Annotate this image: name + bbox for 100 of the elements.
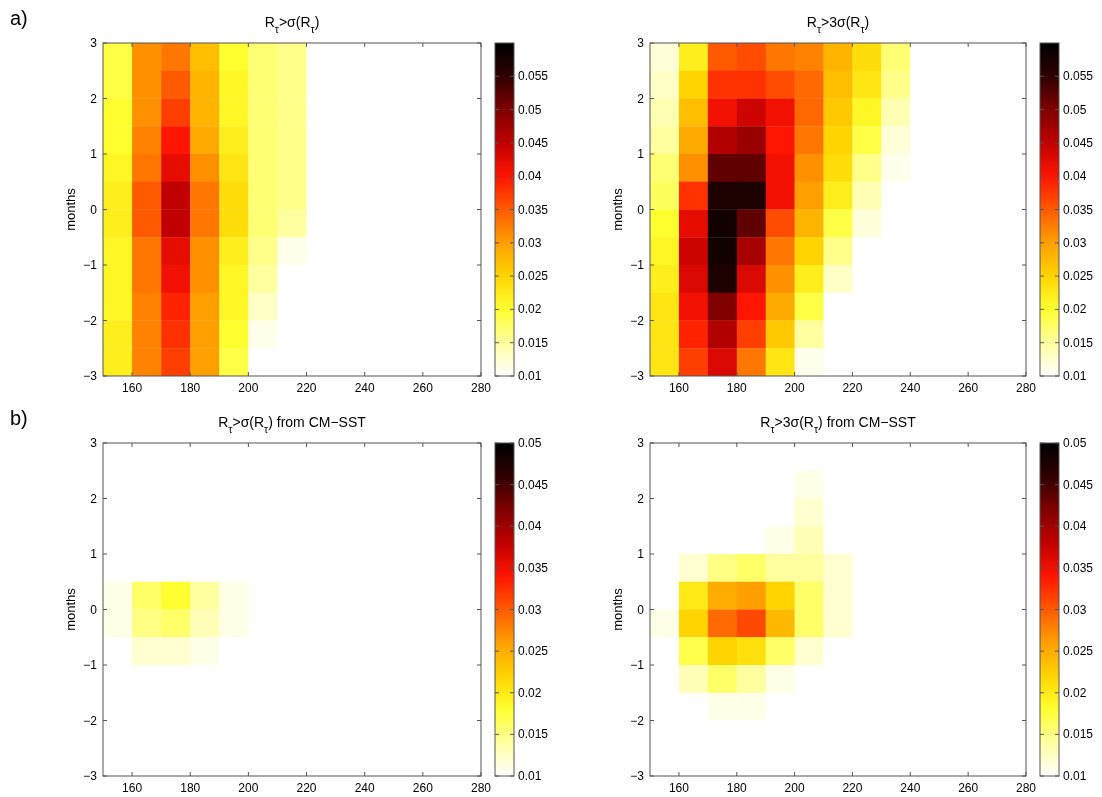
y-tick-label: −2	[630, 713, 645, 728]
y-tick-label: 3	[637, 436, 645, 450]
text: b)	[10, 407, 28, 429]
y-tick-label: −2	[83, 313, 98, 328]
x-tick-label: 200	[784, 781, 805, 795]
chart-title: R$_{τ}$>σ(R$_{τ}$)	[264, 14, 320, 35]
y-tick-label: −2	[630, 313, 645, 328]
x-tick-label: 160	[668, 381, 690, 395]
x-tick-label: 220	[296, 781, 317, 795]
x-tick-label: 180	[726, 381, 748, 395]
color-bar-label: 0.05	[518, 102, 542, 117]
x-tick-label: 280	[1015, 381, 1037, 395]
color-bar-label: 0.015	[1063, 727, 1094, 742]
color-bar-label: 0.01	[1063, 369, 1087, 383]
x-tick-label: 160	[668, 781, 690, 795]
color-bar-label: 0.03	[1063, 235, 1087, 250]
color-bar-label: 0.035	[518, 202, 549, 217]
x-tick-label: 160	[122, 381, 143, 395]
y-tick-label: −1	[630, 258, 645, 272]
x-tick-label: 260	[958, 381, 979, 395]
y-tick-label: −1	[83, 658, 98, 672]
color-bar-label: 0.045	[518, 135, 549, 150]
y-axis-title: months	[610, 587, 625, 631]
x-tick-label: 240	[354, 781, 376, 795]
color-bar-label: 0.025	[518, 644, 549, 659]
chart-title: R$_{τ}$>3σ(R$_{τ}$)	[806, 14, 870, 35]
color-bar-label: 0.055	[1063, 69, 1094, 84]
y-axis-title: months	[610, 187, 625, 231]
color-bar-label: 0.04	[518, 519, 542, 534]
y-tick-label: −2	[83, 713, 98, 728]
color-bar-label: 0.02	[1063, 302, 1087, 317]
x-tick-label: 180	[180, 781, 201, 795]
y-tick-label: 0	[637, 202, 645, 217]
x-tick-label: 200	[238, 381, 259, 395]
y-tick-label: 3	[637, 36, 645, 50]
y-tick-label: 3	[90, 436, 98, 450]
color-bar-label: 0.04	[1063, 169, 1087, 184]
x-tick-label: 260	[412, 781, 434, 795]
color-bar-label: 0.01	[518, 369, 542, 383]
color-bar-label: 0.01	[518, 769, 542, 783]
color-bar-label: 0.025	[1063, 644, 1094, 659]
y-tick-label: 0	[637, 602, 645, 617]
color-bar-label: 0.03	[1063, 602, 1087, 617]
x-tick-label: 240	[900, 381, 921, 395]
chart-title: R$_{τ}$>3σ(R$_{τ}$) from CM−SST	[760, 414, 917, 435]
color-bar-label: 0.04	[1063, 519, 1087, 534]
y-tick-label: 2	[90, 91, 98, 106]
text: a)	[10, 7, 28, 29]
color-bar-label: 0.045	[518, 477, 549, 492]
x-tick-label: 280	[1015, 781, 1037, 795]
x-tick-label: 220	[842, 381, 863, 395]
color-bar-label: 0.015	[1063, 335, 1094, 350]
color-bar-label: 0.035	[1063, 560, 1094, 575]
color-bar-label: 0.02	[518, 302, 542, 317]
y-tick-label: 1	[637, 547, 645, 561]
y-tick-label: 2	[637, 491, 645, 506]
y-tick-label: 2	[637, 91, 645, 106]
y-tick-label: −1	[83, 258, 98, 272]
y-tick-label: 1	[637, 147, 645, 161]
x-tick-label: 180	[726, 781, 748, 795]
y-tick-label: 1	[90, 147, 98, 161]
color-bar-label: 0.02	[518, 685, 542, 700]
y-tick-label: 1	[90, 547, 98, 561]
color-bar-label: 0.05	[1063, 436, 1087, 450]
color-bar-label: 0.035	[518, 560, 549, 575]
x-tick-label: 200	[238, 781, 259, 795]
x-tick-label: 260	[958, 781, 979, 795]
y-tick-label: 0	[90, 202, 98, 217]
y-tick-label: −1	[630, 658, 645, 672]
x-tick-label: 280	[470, 381, 492, 395]
color-bar-label: 0.04	[518, 169, 542, 184]
y-tick-label: −3	[83, 769, 98, 783]
x-tick-label: 280	[470, 781, 492, 795]
x-tick-label: 220	[296, 381, 317, 395]
x-tick-label: 260	[412, 381, 434, 395]
y-tick-label: 0	[90, 602, 98, 617]
y-tick-label: −3	[83, 369, 98, 383]
x-tick-label: 160	[122, 781, 143, 795]
color-bar-label: 0.01	[1063, 769, 1087, 783]
color-bar-label: 0.055	[518, 69, 549, 84]
y-tick-label: −3	[630, 769, 645, 783]
y-axis-title: months	[63, 587, 78, 631]
x-tick-label: 240	[354, 381, 376, 395]
y-tick-label: −3	[630, 369, 645, 383]
color-bar-label: 0.03	[518, 235, 542, 250]
color-bar-label: 0.02	[1063, 685, 1087, 700]
color-bar-label: 0.025	[518, 269, 549, 284]
color-bar-label: 0.045	[1063, 477, 1094, 492]
color-bar-label: 0.025	[1063, 269, 1094, 284]
color-bar-label: 0.03	[518, 602, 542, 617]
y-tick-label: 3	[90, 36, 98, 50]
x-tick-label: 200	[784, 381, 805, 395]
color-bar-label: 0.05	[1063, 102, 1087, 117]
y-axis-title: months	[63, 187, 78, 231]
color-bar-label: 0.05	[518, 436, 542, 450]
x-tick-label: 220	[842, 781, 863, 795]
color-bar-label: 0.045	[1063, 135, 1094, 150]
x-tick-label: 180	[180, 381, 201, 395]
y-tick-label: 2	[90, 491, 98, 506]
color-bar-label: 0.035	[1063, 202, 1094, 217]
